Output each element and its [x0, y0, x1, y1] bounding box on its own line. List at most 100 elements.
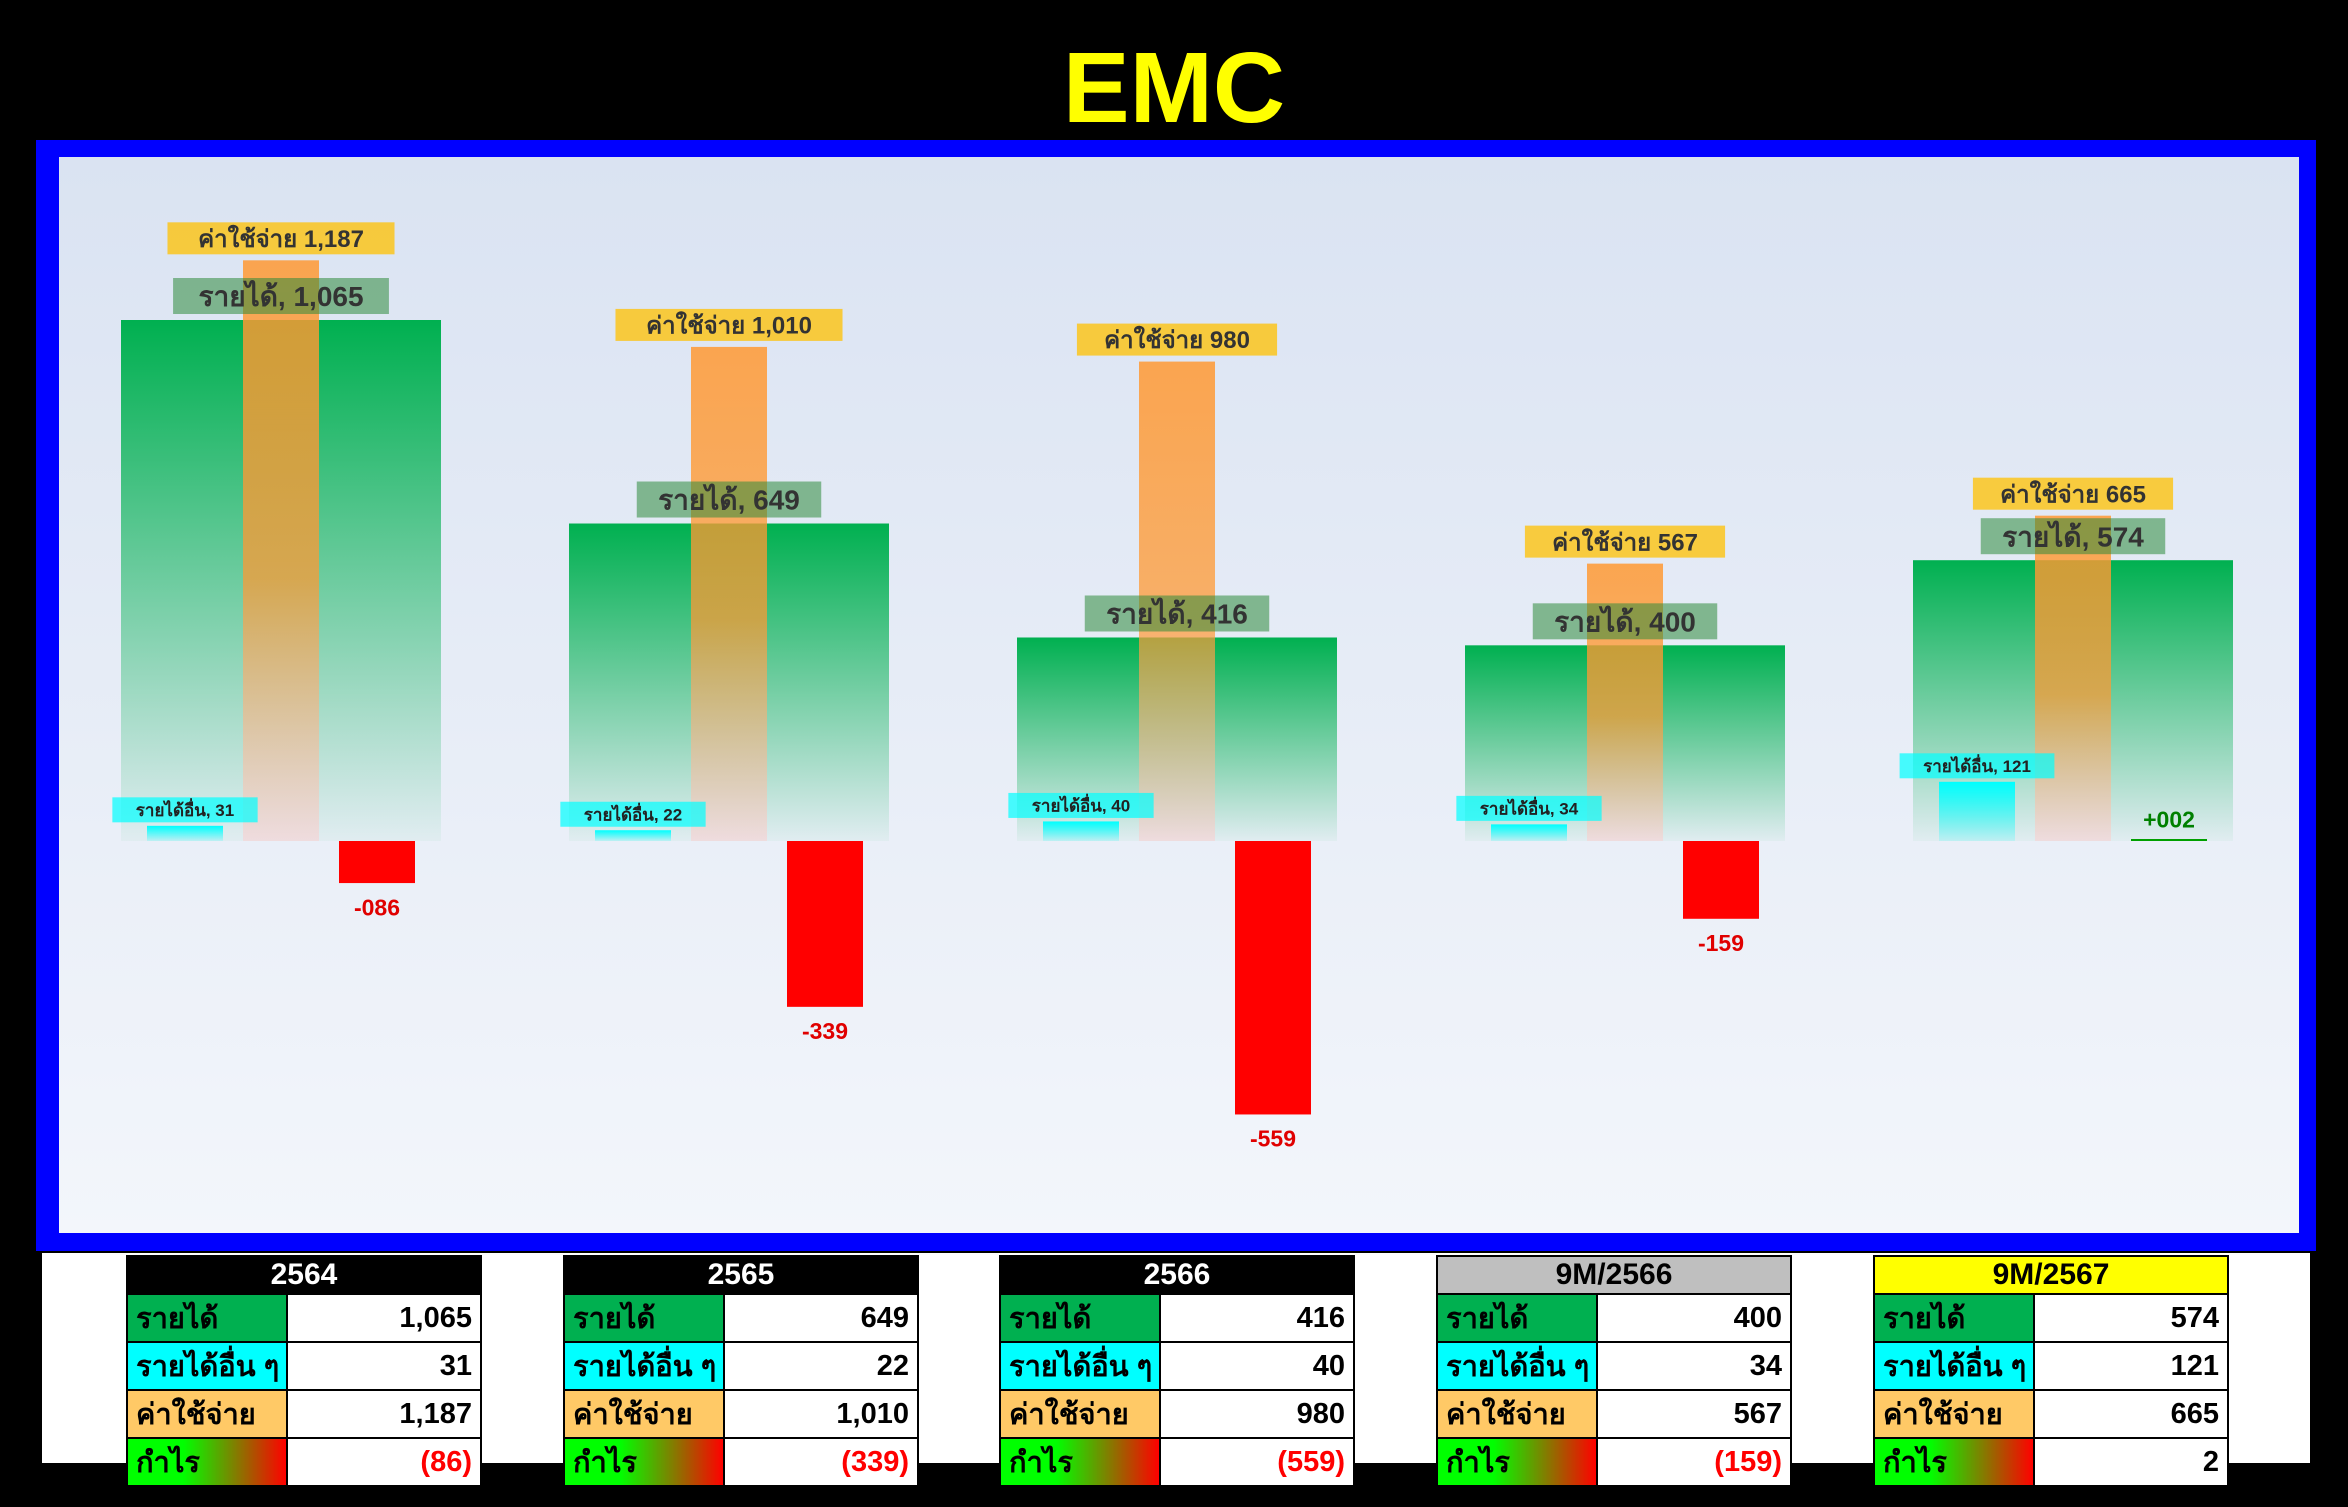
table-row: ค่าใช้จ่าย 567	[1436, 1389, 1792, 1439]
summary-table: 2566 รายได้ 416 รายได้อื่น ๆ 40 ค่าใช้จ่าย 980…	[999, 1255, 1355, 1487]
table-row: รายได้อื่น ๆ 40	[999, 1341, 1355, 1391]
other-income-bar	[595, 830, 671, 841]
table-header: 2566	[999, 1255, 1355, 1295]
row-label: รายได้อื่น ๆ	[563, 1341, 725, 1391]
revenue-label: รายได้, 416	[1106, 598, 1248, 630]
profit-bar	[1683, 841, 1759, 919]
row-label: กำไร	[563, 1437, 725, 1487]
other-income-label-bg	[1899, 753, 2055, 779]
table-row: รายได้อื่น ๆ 121	[1873, 1341, 2229, 1391]
revenue-label-bg	[1980, 518, 2166, 555]
row-value: 400	[1596, 1293, 1792, 1343]
plot-area: ค่าใช้จ่าย 1,187 รายได้, 1,065 รายได้อื่น,…	[59, 157, 2299, 1233]
table-row: รายได้อื่น ๆ 31	[126, 1341, 482, 1391]
row-label: รายได้	[1873, 1293, 2035, 1343]
row-value: 1,010	[723, 1389, 919, 1439]
row-value: 40	[1159, 1341, 1355, 1391]
table-row: ค่าใช้จ่าย 1,187	[126, 1389, 482, 1439]
row-label: ค่าใช้จ่าย	[563, 1389, 725, 1439]
row-label: รายได้	[563, 1293, 725, 1343]
revenue-label: รายได้, 1,065	[198, 280, 363, 312]
expense-label: ค่าใช้จ่าย 567	[1552, 527, 1698, 556]
profit-label: -159	[1698, 930, 1744, 956]
revenue-label-bg	[636, 481, 822, 518]
row-value: 22	[723, 1341, 919, 1391]
expense-label-bg	[615, 308, 843, 341]
table-row: กำไร (159)	[1436, 1437, 1792, 1487]
other-income-label-bg	[1008, 792, 1154, 818]
bars-layer	[121, 260, 2233, 1115]
expense-label-bg	[1524, 525, 1726, 558]
row-value: 34	[1596, 1341, 1792, 1391]
expense-label-bg	[1076, 323, 1278, 356]
table-row: ค่าใช้จ่าย 665	[1873, 1389, 2229, 1439]
labels-layer: ค่าใช้จ่าย 1,187 รายได้, 1,065 รายได้อื่น,…	[112, 222, 2195, 1152]
row-label: ค่าใช้จ่าย	[126, 1389, 288, 1439]
row-value: 665	[2033, 1389, 2229, 1439]
row-value: 2	[2033, 1437, 2229, 1487]
expense-label-bg	[167, 222, 395, 255]
table-row: รายได้ 574	[1873, 1293, 2229, 1343]
other-income-label-bg	[560, 801, 706, 827]
chart-title: EMC	[1062, 32, 1286, 144]
row-value: (339)	[723, 1437, 919, 1487]
row-label: รายได้อื่น ๆ	[999, 1341, 1161, 1391]
table-row: รายได้ 400	[1436, 1293, 1792, 1343]
row-label: รายได้อื่น ๆ	[1873, 1341, 2035, 1391]
row-value: (559)	[1159, 1437, 1355, 1487]
other-income-bar	[1043, 821, 1119, 841]
revenue-label: รายได้, 649	[658, 484, 800, 516]
expense-label-bg	[1972, 477, 2174, 510]
summary-table: 2564 รายได้ 1,065 รายได้อื่น ๆ 31 ค่าใช้จ่าย 1…	[126, 1255, 482, 1487]
table-row: กำไร (339)	[563, 1437, 919, 1487]
summary-table: 2565 รายได้ 649 รายได้อื่น ๆ 22 ค่าใช้จ่าย 1,0…	[563, 1255, 919, 1487]
chart-svg: ค่าใช้จ่าย 1,187 รายได้, 1,065 รายได้อื่น,…	[112, 222, 2233, 1152]
revenue-label: รายได้, 400	[1554, 605, 1696, 637]
profit-bar	[339, 841, 415, 884]
expense-bar	[691, 346, 767, 841]
other-income-bar	[1491, 824, 1567, 841]
other-income-bar	[147, 825, 223, 841]
row-label: ค่าใช้จ่าย	[1873, 1389, 2035, 1439]
row-value: (159)	[1596, 1437, 1792, 1487]
row-value: 574	[2033, 1293, 2229, 1343]
expense-label: ค่าใช้จ่าย 980	[1104, 325, 1250, 354]
table-row: รายได้ 649	[563, 1293, 919, 1343]
row-value: 567	[1596, 1389, 1792, 1439]
row-label: รายได้	[126, 1293, 288, 1343]
summary-table: 9M/2566 รายได้ 400 รายได้อื่น ๆ 34 ค่าใช้จ่าย…	[1436, 1255, 1792, 1487]
expense-label: ค่าใช้จ่าย 665	[2000, 479, 2146, 508]
profit-bar	[787, 841, 863, 1007]
row-label: รายได้อื่น ๆ	[126, 1341, 288, 1391]
other-income-label-bg	[112, 797, 258, 823]
other-income-bar	[1939, 781, 2015, 841]
table-header: 9M/2567	[1873, 1255, 2229, 1295]
expense-label: ค่าใช้จ่าย 1,187	[198, 224, 364, 253]
table-row: รายได้อื่น ๆ 34	[1436, 1341, 1792, 1391]
row-label: กำไร	[1436, 1437, 1598, 1487]
revenue-label-bg	[1532, 603, 1718, 640]
row-value: 980	[1159, 1389, 1355, 1439]
row-label: รายได้	[1436, 1293, 1598, 1343]
other-income-label: รายได้อื่น, 34	[1480, 796, 1579, 818]
other-income-label: รายได้อื่น, 22	[584, 802, 682, 824]
profit-label: -086	[354, 894, 400, 920]
row-value: 1,187	[286, 1389, 482, 1439]
other-income-label: รายได้อื่น, 31	[136, 798, 234, 820]
row-label: กำไร	[126, 1437, 288, 1487]
profit-bar	[2131, 839, 2207, 841]
table-row: ค่าใช้จ่าย 1,010	[563, 1389, 919, 1439]
row-value: 649	[723, 1293, 919, 1343]
other-income-label: รายได้อื่น, 121	[1923, 754, 2031, 776]
row-value: 416	[1159, 1293, 1355, 1343]
other-income-label: รายได้อื่น, 40	[1032, 794, 1130, 816]
table-header: 9M/2566	[1436, 1255, 1792, 1295]
summary-table: 9M/2567 รายได้ 574 รายได้อื่น ๆ 121 ค่าใช้จ่า…	[1873, 1255, 2229, 1487]
table-row: กำไร 2	[1873, 1437, 2229, 1487]
revenue-label: รายได้, 574	[2002, 520, 2144, 552]
row-label: ค่าใช้จ่าย	[999, 1389, 1161, 1439]
profit-label: -339	[802, 1018, 848, 1044]
row-value: (86)	[286, 1437, 482, 1487]
profit-label: -559	[1250, 1126, 1296, 1152]
row-value: 31	[286, 1341, 482, 1391]
